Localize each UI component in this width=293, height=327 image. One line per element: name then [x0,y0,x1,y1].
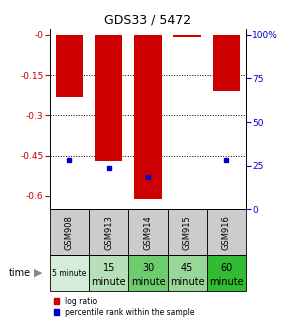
Text: GSM908: GSM908 [65,215,74,250]
Bar [89,209,128,255]
Text: 15: 15 [103,263,115,273]
Text: time: time [9,268,31,278]
Bar [207,255,246,291]
Text: GSM915: GSM915 [183,215,192,250]
Text: 45: 45 [181,263,193,273]
Bar [89,255,128,291]
Bar [168,209,207,255]
Bar [50,209,89,255]
Bar [56,35,83,96]
Text: minute: minute [209,277,244,287]
Text: GSM914: GSM914 [144,215,152,250]
Bar [173,35,201,38]
Bar [128,255,168,291]
Text: minute: minute [170,277,205,287]
Text: 5 minute: 5 minute [52,268,87,278]
Bar [128,209,168,255]
Text: 30: 30 [142,263,154,273]
Title: GDS33 / 5472: GDS33 / 5472 [104,14,192,27]
Bar [50,255,89,291]
Bar [134,35,162,198]
Bar [207,209,246,255]
Bar [168,255,207,291]
Text: GSM913: GSM913 [104,215,113,250]
Text: ▶: ▶ [34,268,42,278]
Text: GSM916: GSM916 [222,215,231,250]
Text: 60: 60 [220,263,233,273]
Legend: log ratio, percentile rank within the sample: log ratio, percentile rank within the sa… [54,297,195,317]
Text: minute: minute [131,277,165,287]
Bar [95,35,122,161]
Bar [213,35,240,91]
Text: minute: minute [91,277,126,287]
